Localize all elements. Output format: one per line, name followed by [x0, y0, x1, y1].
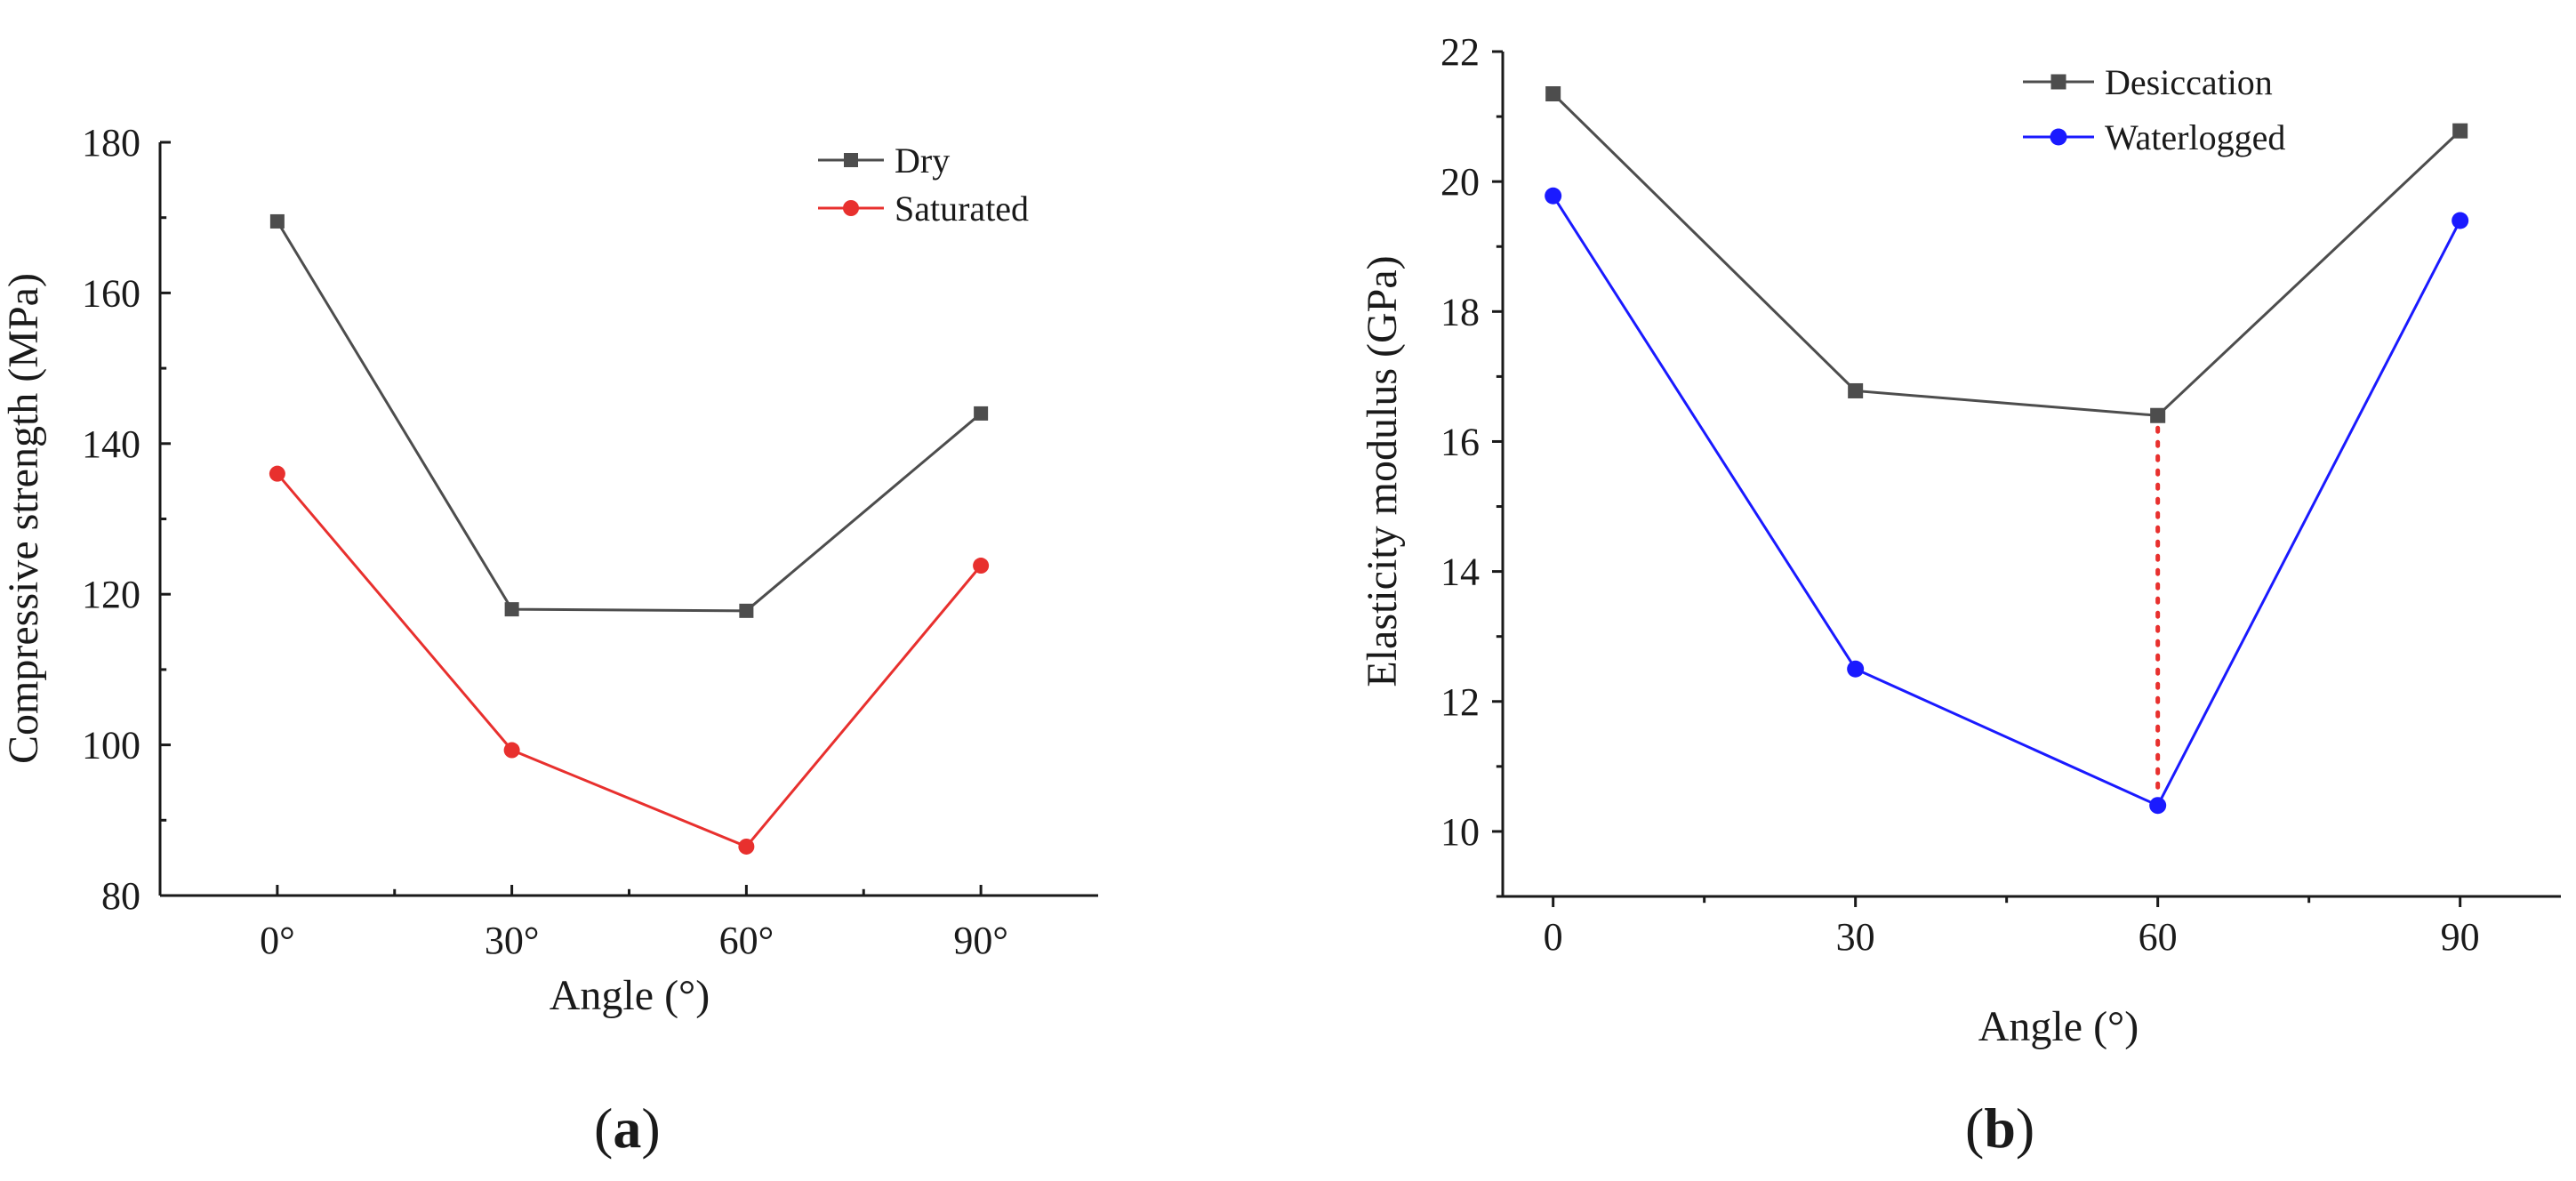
y-tick-label: 16: [1440, 420, 1480, 463]
data-point-saturated: [269, 465, 285, 482]
data-point-waterlogged: [2149, 797, 2167, 815]
data-point-desiccation: [2150, 407, 2166, 423]
x-tick-label: 0: [1544, 915, 1563, 959]
x-axis-title: Angle (°): [1978, 1003, 2139, 1050]
chart-panel-a: 80 100 120 140 160 180 0° 30° 60° 90° Angle (°) Com…: [0, 121, 1098, 1160]
data-point-saturated: [738, 838, 755, 855]
y-axis-title: Compressive strength (MPa): [0, 273, 47, 764]
y-tick-label: 80: [101, 874, 140, 918]
panel-label: (a): [594, 1097, 661, 1160]
y-tick-label: 160: [82, 271, 140, 315]
legend-label-saturated: Saturated: [895, 189, 1029, 229]
x-tick-label: 30°: [485, 919, 540, 962]
y-tick-label: 10: [1440, 810, 1480, 854]
y-tick-label: 180: [82, 121, 140, 165]
x-tick-label: 0°: [260, 919, 295, 962]
y-tick-label: 120: [82, 573, 140, 616]
panel-label: (b): [1965, 1097, 2034, 1160]
series-line-desiccation: [1552, 92, 2461, 417]
x-tick-label: 30: [1836, 915, 1875, 959]
data-point-desiccation: [2452, 123, 2468, 139]
legend-label-dry: Dry: [895, 141, 950, 181]
legend-marker-dry: [844, 153, 858, 167]
series-line-dry: [276, 221, 983, 613]
data-point-dry: [974, 406, 989, 421]
x-axis-title: Angle (°): [550, 972, 710, 1019]
data-point-desiccation: [1545, 86, 1561, 101]
data-point-saturated: [503, 742, 520, 759]
series-line-waterlogged: [1552, 195, 2461, 807]
legend-label-waterlogged: Waterlogged: [2105, 117, 2285, 157]
data-point-desiccation: [1848, 382, 1864, 398]
data-point-dry: [269, 213, 285, 229]
legend-marker-desiccation: [2050, 74, 2066, 90]
data-point-waterlogged: [2452, 212, 2469, 229]
x-tick-label: 60°: [719, 919, 774, 962]
legend-marker-saturated: [843, 200, 859, 216]
legend-label-desiccation: Desiccation: [2105, 62, 2273, 102]
x-tick-label: 90°: [953, 919, 1008, 962]
y-tick-label: 100: [82, 724, 140, 767]
data-point-waterlogged: [1847, 660, 1865, 678]
y-tick-label: 12: [1440, 680, 1480, 724]
data-point-waterlogged: [1545, 187, 1562, 205]
data-point-saturated: [973, 558, 990, 574]
y-tick-label: 18: [1440, 290, 1480, 333]
x-tick-label: 90: [2441, 915, 2480, 959]
data-point-dry: [739, 603, 754, 618]
x-tick-label: 60: [2139, 915, 2178, 959]
series-line-saturated: [276, 472, 983, 848]
y-tick-label: 14: [1440, 550, 1480, 594]
y-axis-title: Elasticity modulus (GPa): [1359, 255, 1406, 687]
chart-panel-b: 10 12 14 16 18 20 22 0 30 60 90 Angle (°) Elasticity…: [1359, 30, 2561, 1160]
data-point-dry: [504, 602, 519, 617]
legend-marker-waterlogged: [2050, 128, 2067, 146]
y-tick-label: 140: [82, 422, 140, 466]
y-tick-label: 20: [1440, 160, 1480, 204]
y-tick-label: 22: [1440, 30, 1480, 74]
